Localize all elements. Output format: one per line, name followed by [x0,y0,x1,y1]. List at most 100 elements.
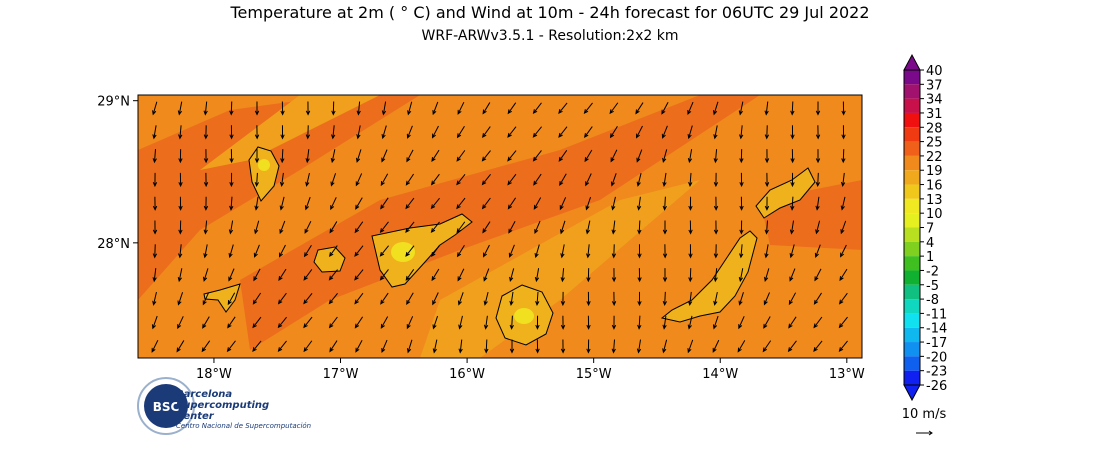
wind-arrow [533,197,542,210]
wind-arrow [535,315,540,330]
wind-arrow [764,196,770,211]
colorbar-tick-label: 40 [926,64,943,79]
wind-arrow [227,316,236,329]
lanzarote [755,167,816,219]
wind-arrow [379,221,389,234]
wind-arrow [838,316,848,329]
wind-arrow [687,149,693,164]
wind-arrow [456,150,466,162]
wind-arrow [178,125,183,140]
wind-arrow [278,268,287,282]
wind-arrow [381,101,387,116]
colorbar-band [904,356,920,371]
wind-arrow [203,125,209,140]
wind-arrow [277,340,287,353]
wind-arrow [431,245,440,258]
wind-arrow [637,291,642,307]
wind-arrow [611,268,617,283]
wind-arrow [738,316,745,330]
wind-arrow [456,197,466,210]
wind-arrow [738,292,744,306]
wind-arrow [380,197,389,210]
wind-arrow [787,340,797,353]
wind-arrow [841,149,846,164]
logo-name: Supercomputing [176,400,269,411]
colorbar-band [904,227,920,242]
wind-arrow [560,291,566,307]
colorbar-tick-label: -11 [926,307,947,322]
wind-arrow [229,125,234,140]
colorbar-tick-label: -23 [926,365,947,380]
wind-arrow [790,125,795,140]
wind-arrow [764,244,769,259]
wind-arrow [507,197,517,210]
wind-arrow [481,174,491,186]
lon-tick-label: 13°W [829,367,865,382]
colorbar-tick-label: -20 [926,350,947,365]
logo: BSC Barcelona Supercomputing Center Cent… [137,377,311,435]
wind-arrow [662,268,668,283]
wind-arrow [559,197,567,211]
wind-arrow [177,268,183,283]
wind-arrow [611,291,617,307]
wind-arrow [458,315,463,330]
wind-arrow [790,172,795,188]
wind-arrow [354,316,364,329]
wind-arrow [405,245,415,257]
wind-arrow [152,268,157,283]
mild-patch [420,180,700,358]
wind-arrow [712,339,720,353]
wind-arrow [586,244,591,259]
wind-arrow [637,315,642,330]
wind-arrow [406,316,414,330]
wind-arrow [305,172,310,187]
wind-arrow [508,221,516,234]
wind-arrow [789,244,795,259]
wind-arrow [456,174,466,186]
wind-arrow [482,126,491,139]
wind-arrow [279,196,285,211]
wind-arrow [356,149,362,163]
wind-arrow [688,196,693,211]
wind-arrow [329,340,338,353]
wind-arrow [558,102,568,114]
wind-arrow [457,268,465,282]
wind-arrow [432,339,438,354]
lon-tick-label: 17°W [323,367,359,382]
wind-arrow [405,173,415,186]
colorbar-band [904,313,920,328]
colorbar-tick-label: 25 [926,136,943,151]
wind-arrow [739,196,744,211]
axes: 18°W 17°W 16°W 15°W 14°W 13°W 29°N 28°N [97,95,865,382]
wind-arrow [713,291,718,306]
wind-arrow [560,339,566,354]
wind-arrow [790,101,795,116]
wind-arrow [840,196,846,211]
wind-arrows [151,101,848,354]
colorbar-band [904,70,920,85]
wind-arrow [558,126,568,138]
wind-arrow [507,150,517,162]
wind-arrow [763,292,771,306]
wind-arrow [535,339,540,354]
wind-arrow [815,125,821,140]
wind-arrow [203,244,208,259]
colorbar-band [904,213,920,228]
wind-arrow [254,125,260,140]
wind-arrow [687,125,693,140]
wind-arrow [839,268,848,282]
wind-arrow [739,125,744,140]
island-highlands [258,159,534,324]
colorbar-tick-label: 34 [926,93,943,108]
warm-patch [138,95,420,300]
wind-arrow [611,220,616,235]
wind-arrow [203,172,209,188]
wind-arrow [534,268,540,283]
logo-abbr: BSC [153,400,180,414]
lon-tick-label: 14°W [702,367,738,382]
wind-arrow [355,340,363,353]
wind-arrow [203,196,209,211]
colorbar-tick-label: -17 [926,336,947,351]
subtitle: WRF-ARWv3.5.1 - Resolution:2x2 km [422,28,679,44]
